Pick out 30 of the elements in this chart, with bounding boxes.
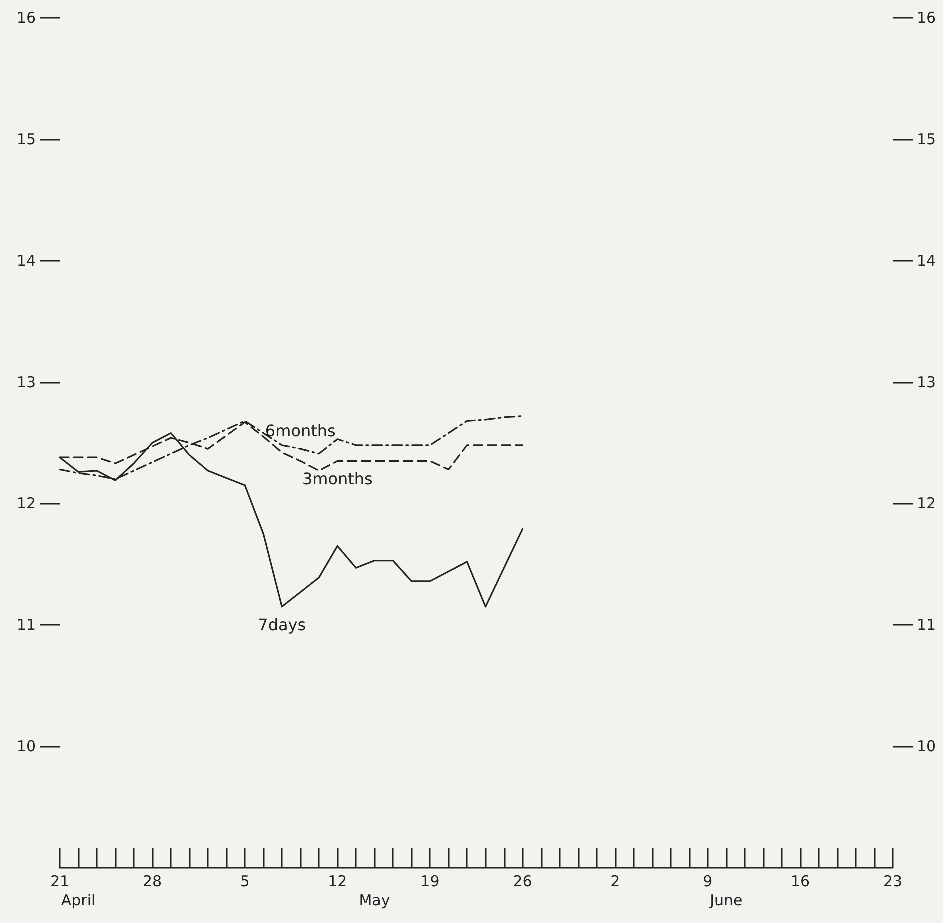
y-tick-label: 12 — [16, 494, 36, 513]
x-tick-label: 9 — [703, 872, 713, 890]
x-tick-label: 12 — [328, 872, 348, 890]
text: May — [359, 892, 390, 910]
text: June — [709, 892, 743, 910]
y2-tick-label: 12 — [917, 494, 936, 513]
x-tick-label: 19 — [420, 872, 440, 890]
y2-tick-label: 10 — [917, 738, 936, 756]
y-tick-label: 11 — [16, 616, 36, 634]
text: April — [61, 892, 96, 910]
y2-tick-label: 15 — [917, 130, 936, 148]
series-label: 3months — [302, 470, 373, 489]
y-tick-label: 13 — [16, 373, 36, 392]
x-tick-label: 28 — [143, 872, 162, 890]
y-tick-label: 10 — [16, 738, 36, 756]
y2-tick-label: 14 — [917, 252, 936, 270]
series-label: 6months — [265, 422, 336, 441]
x-tick-label: 16 — [790, 872, 810, 890]
y-tick-label: 16 — [16, 9, 36, 27]
y2-tick-label: 13 — [917, 373, 936, 392]
x-tick-label: 2 — [610, 872, 620, 890]
y-tick-label: 15 — [16, 130, 36, 148]
x-tick-label: 26 — [513, 872, 532, 890]
x-tick-label: 21 — [50, 872, 70, 890]
x-tick-label: 5 — [240, 872, 250, 890]
y-tick-label: 14 — [16, 252, 36, 270]
x-tick-label: 23 — [883, 872, 903, 890]
y2-tick-label: 16 — [917, 9, 936, 27]
series-label: 7days — [258, 615, 306, 634]
y2-tick-label: 11 — [917, 616, 936, 634]
